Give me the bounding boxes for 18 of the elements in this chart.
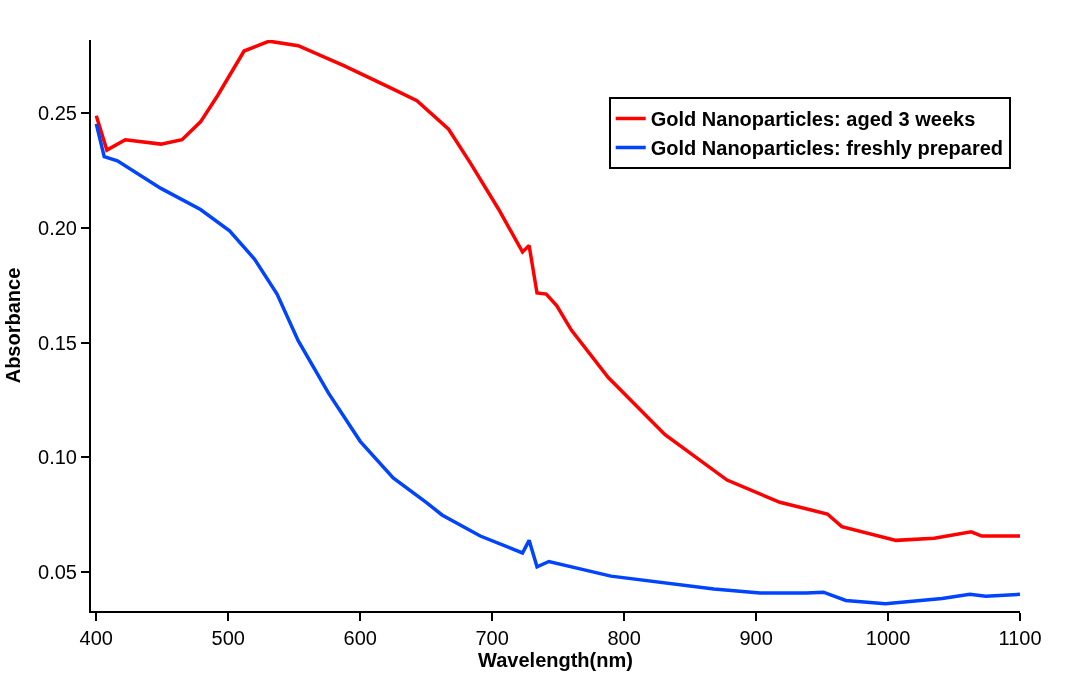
y-tick-label: 0.05 [38, 561, 77, 584]
x-tick-label: 700 [475, 627, 509, 649]
y-tick-label: 0.10 [38, 446, 77, 469]
x-axis-title: Wavelength(nm) [478, 649, 633, 671]
x-tick-label: 500 [211, 627, 245, 649]
x-tick-label: 1000 [865, 627, 911, 649]
x-tick-label: 800 [607, 627, 641, 649]
y-tick-label: 0.25 [38, 102, 77, 125]
legend-label: Gold Nanoparticles: aged 3 weeks [650, 108, 976, 131]
y-tick-label: 0.20 [38, 217, 77, 240]
x-tick-label: 400 [79, 627, 113, 649]
x-tick-label: 1100 [998, 627, 1042, 649]
x-tick-label: 900 [739, 627, 773, 649]
y-axis-title: Absorbance [2, 267, 25, 384]
y-tick-label: 0.15 [38, 331, 77, 354]
legend-label: Gold Nanoparticles: freshly prepared [650, 137, 1004, 160]
x-tick-label: 600 [343, 627, 377, 649]
line-series [94, 40, 1020, 543]
